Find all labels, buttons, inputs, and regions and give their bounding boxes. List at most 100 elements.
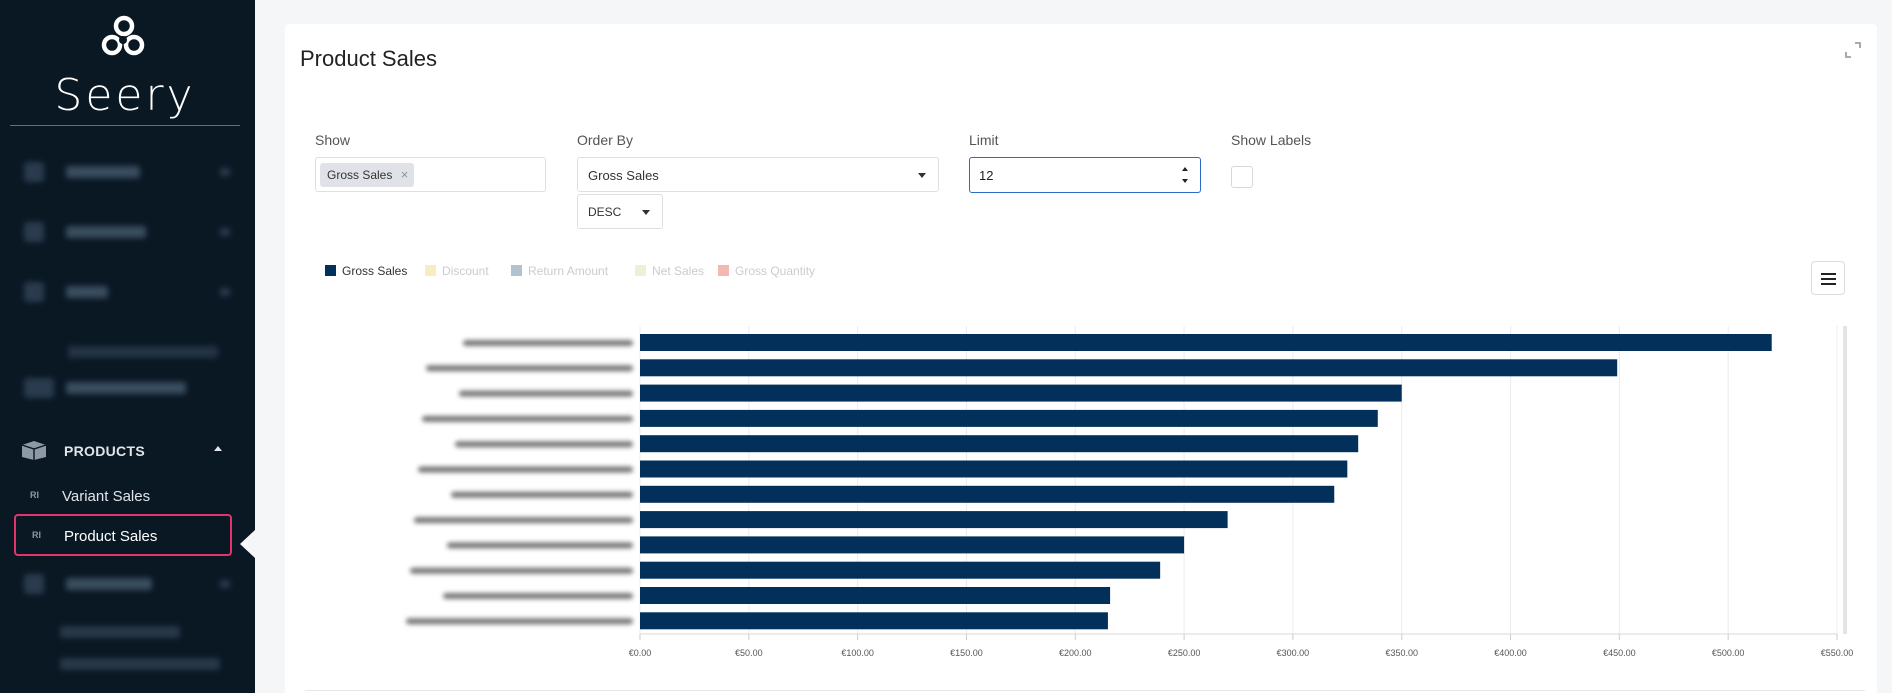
legend-swatch: [425, 265, 436, 276]
sidebar-item-blurred[interactable]: [18, 374, 230, 402]
chip-remove-icon[interactable]: ×: [400, 167, 409, 182]
bar-category-label: [418, 466, 633, 473]
order-by-select[interactable]: Gross Sales: [577, 157, 939, 192]
limit-value: 12: [979, 168, 994, 183]
x-tick-label: €0.00: [629, 648, 652, 658]
bar-category-label: [459, 390, 633, 397]
legend-item-gross-sales[interactable]: Gross Sales: [325, 264, 407, 278]
chart-scrollbar: [1843, 326, 1847, 634]
bar: [640, 435, 1359, 453]
active-pointer: [240, 530, 255, 558]
bar: [640, 485, 1335, 503]
legend-label: Gross Quantity: [735, 264, 816, 278]
order-direction-select[interactable]: DESC: [577, 194, 663, 229]
show-labels-checkbox[interactable]: [1231, 166, 1253, 188]
x-tick-label: €450.00: [1603, 648, 1636, 658]
bar: [640, 359, 1618, 377]
x-tick-label: €500.00: [1712, 648, 1745, 658]
x-tick-label: €150.00: [950, 648, 983, 658]
legend-label: Return Amount: [528, 264, 609, 278]
show-chip: Gross Sales ×: [320, 163, 415, 187]
bar-category-label: [422, 415, 633, 422]
sidebar-item-blurred[interactable]: [18, 278, 230, 306]
legend-item-net-sales[interactable]: Net Sales: [635, 264, 704, 278]
bar-category-label: [463, 340, 633, 346]
legend-item-return-amount[interactable]: Return Amount: [511, 264, 608, 278]
bar-category-label: [455, 441, 633, 448]
x-tick-label: €250.00: [1168, 648, 1201, 658]
box-icon: [21, 441, 47, 460]
legend-swatch: [635, 265, 646, 276]
stepper-up-icon[interactable]: [1182, 167, 1188, 171]
x-tick-label: €50.00: [735, 648, 763, 658]
legend-label: Gross Sales: [342, 264, 408, 278]
seery-logo-icon: [101, 15, 145, 56]
ri-icon: RI: [32, 530, 41, 540]
sidebar-item-blurred[interactable]: [18, 218, 230, 246]
order-by-label: Order By: [577, 132, 634, 148]
bar: [640, 587, 1111, 604]
show-chip-label: Gross Sales: [327, 168, 393, 182]
limit-label: Limit: [969, 132, 999, 148]
legend-swatch: [325, 265, 336, 276]
sidebar-item-blurred[interactable]: [18, 650, 230, 678]
bar: [640, 334, 1772, 351]
bar-category-label: [406, 618, 633, 625]
bar-category-label: [414, 517, 633, 524]
logo-text: Seery: [54, 70, 196, 121]
x-tick-label: €550.00: [1821, 648, 1854, 658]
show-multiselect[interactable]: Gross Sales ×: [315, 157, 546, 192]
x-tick-label: €300.00: [1277, 648, 1310, 658]
sidebar-item-label: Product Sales: [64, 528, 158, 545]
chart-menu-button[interactable]: [1811, 261, 1845, 295]
logo[interactable]: Seery: [0, 14, 250, 121]
x-tick-label: €200.00: [1059, 648, 1092, 658]
ri-icon: RI: [30, 490, 39, 500]
sidebar-item-variant-sales[interactable]: RI Variant Sales: [14, 476, 232, 518]
bar-category-label: [426, 365, 633, 372]
bar: [640, 409, 1378, 427]
bar-category-label: [451, 491, 633, 498]
bar: [640, 561, 1161, 579]
sidebar-item-product-sales[interactable]: RI Product Sales: [14, 514, 232, 556]
chevron-down-icon: [642, 210, 650, 215]
page-title: Product Sales: [300, 46, 437, 71]
bar-category-label: [447, 542, 633, 549]
expand-icon[interactable]: [1845, 42, 1861, 58]
legend-item-gross-quantity[interactable]: Gross Quantity: [718, 264, 815, 278]
sidebar-item-label: Variant Sales: [62, 488, 151, 505]
x-tick-label: €400.00: [1494, 648, 1527, 658]
order-by-value: Gross Sales: [588, 168, 659, 183]
limit-input[interactable]: 12: [969, 157, 1201, 193]
sidebar-section-products[interactable]: PRODUCTS: [18, 436, 230, 466]
sidebar-item-blurred[interactable]: [18, 158, 230, 186]
legend-item-discount[interactable]: Discount: [425, 264, 489, 278]
sidebar-item-blurred[interactable]: [18, 338, 230, 366]
card-divider: [305, 690, 1865, 691]
chevron-up-icon: [214, 446, 222, 451]
bar: [640, 612, 1108, 630]
bar: [640, 536, 1185, 554]
sidebar-divider: [10, 125, 240, 126]
chevron-down-icon: [918, 173, 926, 178]
bar: [640, 511, 1228, 529]
bar-category-label: [410, 567, 633, 574]
product-sales-card: Product Sales Show Gross Sales × Order B…: [285, 24, 1877, 693]
bar: [640, 460, 1348, 478]
legend-swatch: [718, 265, 729, 276]
bar-category-label: [443, 593, 633, 599]
order-direction-value: DESC: [588, 205, 622, 219]
stepper-down-icon[interactable]: [1182, 179, 1188, 183]
bar: [640, 384, 1402, 402]
show-label: Show: [315, 132, 351, 148]
legend-label: Discount: [442, 264, 489, 278]
sidebar-section-label: PRODUCTS: [64, 443, 145, 459]
x-tick-label: €100.00: [841, 648, 874, 658]
sidebar-item-blurred[interactable]: [18, 570, 230, 598]
show-labels-label: Show Labels: [1231, 132, 1312, 148]
legend-swatch: [511, 265, 522, 276]
legend-label: Net Sales: [652, 264, 705, 278]
sidebar: Seery PRODUCTS RI Variant Sales RI Produ…: [0, 0, 255, 693]
gross-sales-bar-chart: €0.00 €50.00 €100.00 €150.00 €200.00 €250.00 €…: [406, 326, 1854, 658]
sidebar-item-blurred[interactable]: [18, 618, 230, 646]
